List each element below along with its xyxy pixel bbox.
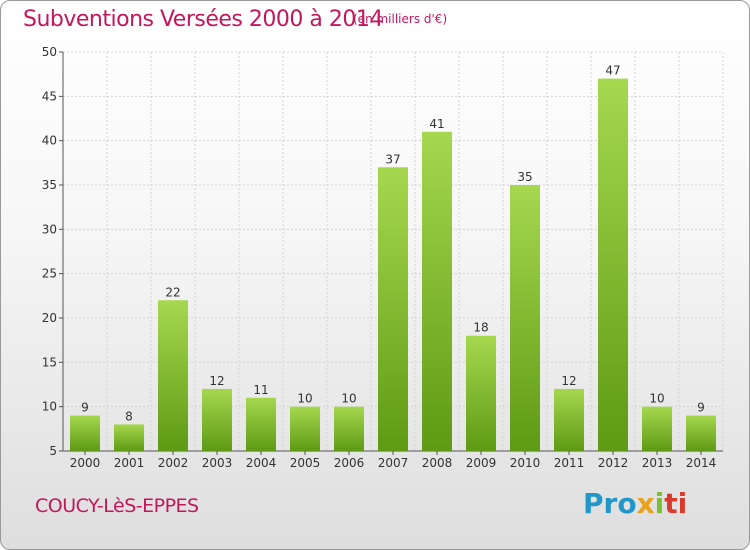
x-tick-label: 2010 <box>510 456 541 470</box>
x-tick-label: 2008 <box>422 456 453 470</box>
data-label: 9 <box>697 401 705 415</box>
chart-title: Subventions Versées 2000 à 2014 <box>23 7 383 32</box>
logo-part: i <box>654 487 665 520</box>
chart-subtitle: (en milliers d'€) <box>353 12 448 26</box>
data-label: 10 <box>649 392 664 406</box>
logo-part: Pro <box>583 487 637 520</box>
x-tick-label: 2001 <box>114 456 145 470</box>
bar <box>378 167 408 451</box>
data-label: 9 <box>81 401 89 415</box>
y-tick-label: 10 <box>42 400 57 414</box>
data-label: 8 <box>125 409 133 423</box>
data-label: 12 <box>209 374 224 388</box>
bar <box>70 415 100 451</box>
proxiti-logo[interactable]: Proxiti <box>583 487 687 520</box>
bar <box>246 397 276 451</box>
data-label: 37 <box>385 152 400 166</box>
bar <box>466 335 496 451</box>
bar <box>290 406 320 451</box>
logo-part: ti <box>664 487 688 520</box>
y-tick-label: 5 <box>49 444 57 458</box>
y-tick-label: 30 <box>42 222 57 236</box>
x-tick-label: 2011 <box>554 456 585 470</box>
data-label: 47 <box>605 64 620 78</box>
x-tick-label: 2003 <box>202 456 233 470</box>
bar <box>422 131 452 452</box>
data-label: 12 <box>561 374 576 388</box>
data-label: 41 <box>429 117 444 131</box>
logo-part: x <box>636 487 655 520</box>
x-tick-label: 2009 <box>466 456 497 470</box>
y-tick-label: 25 <box>42 267 57 281</box>
x-tick-label: 2006 <box>334 456 365 470</box>
bar <box>158 300 188 451</box>
x-tick-label: 2012 <box>598 456 629 470</box>
bar <box>334 406 364 451</box>
x-tick-label: 2013 <box>642 456 673 470</box>
data-label: 10 <box>341 392 356 406</box>
x-tick-label: 2002 <box>158 456 189 470</box>
x-tick-label: 2005 <box>290 456 321 470</box>
bar <box>510 185 540 451</box>
data-label: 18 <box>473 321 488 335</box>
bar <box>686 415 716 451</box>
axes: 5 10 15 20 25 30 35 40 45 50 2000 2001 2002 2003 2004 2… <box>42 45 723 470</box>
y-tick-label: 20 <box>42 311 57 325</box>
data-label: 35 <box>517 170 532 184</box>
commune-name: COUCY-LèS-EPPES <box>35 495 199 517</box>
x-tick-label: 2007 <box>378 456 409 470</box>
bar <box>554 388 584 451</box>
y-tick-label: 45 <box>42 89 57 103</box>
bar <box>202 388 232 451</box>
x-tick-label: 2004 <box>246 456 277 470</box>
bar <box>114 424 144 451</box>
y-tick-label: 15 <box>42 355 57 369</box>
y-tick-label: 50 <box>42 45 57 59</box>
y-tick-label: 35 <box>42 178 57 192</box>
data-label: 11 <box>253 383 268 397</box>
data-label: 22 <box>165 285 180 299</box>
data-label: 10 <box>297 392 312 406</box>
y-tick-label: 40 <box>42 134 57 148</box>
bars <box>70 78 716 452</box>
bar <box>642 406 672 451</box>
x-tick-label: 2014 <box>686 456 717 470</box>
bar <box>598 78 628 451</box>
labels: 9 8 22 12 11 10 10 37 41 18 35 12 47 10 9 <box>81 64 705 424</box>
x-tick-label: 2000 <box>70 456 101 470</box>
